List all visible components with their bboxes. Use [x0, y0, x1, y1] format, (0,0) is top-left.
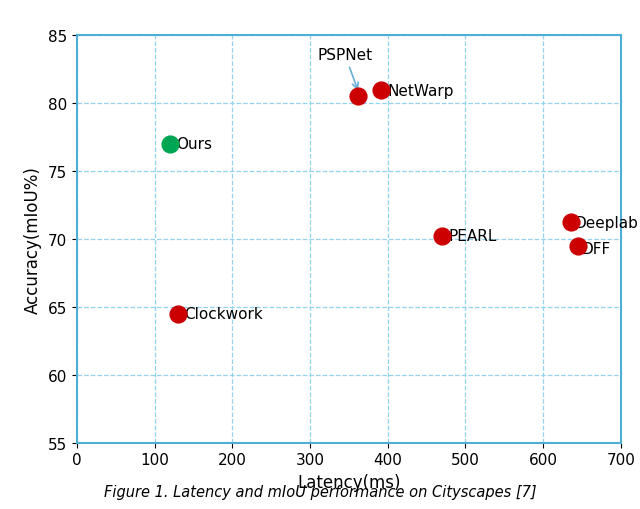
- Text: DFF: DFF: [582, 241, 611, 256]
- Point: [437, 233, 447, 241]
- Point: [353, 93, 364, 101]
- Y-axis label: Accuracy(mIoU%): Accuracy(mIoU%): [24, 165, 42, 313]
- Point: [573, 242, 583, 250]
- Point: [173, 310, 183, 318]
- X-axis label: Latency(ms): Latency(ms): [297, 473, 401, 491]
- Point: [566, 219, 576, 227]
- Text: PEARL: PEARL: [448, 229, 497, 244]
- Text: Deeplab: Deeplab: [575, 215, 639, 231]
- Text: PSPNet: PSPNet: [317, 48, 372, 90]
- Point: [165, 140, 175, 148]
- Text: NetWarp: NetWarp: [388, 84, 454, 99]
- Text: Clockwork: Clockwork: [184, 306, 263, 321]
- Text: Ours: Ours: [176, 137, 212, 152]
- Text: Figure 1. Latency and mIoU performance on Cityscapes [7]: Figure 1. Latency and mIoU performance o…: [104, 484, 536, 499]
- Point: [376, 87, 387, 95]
